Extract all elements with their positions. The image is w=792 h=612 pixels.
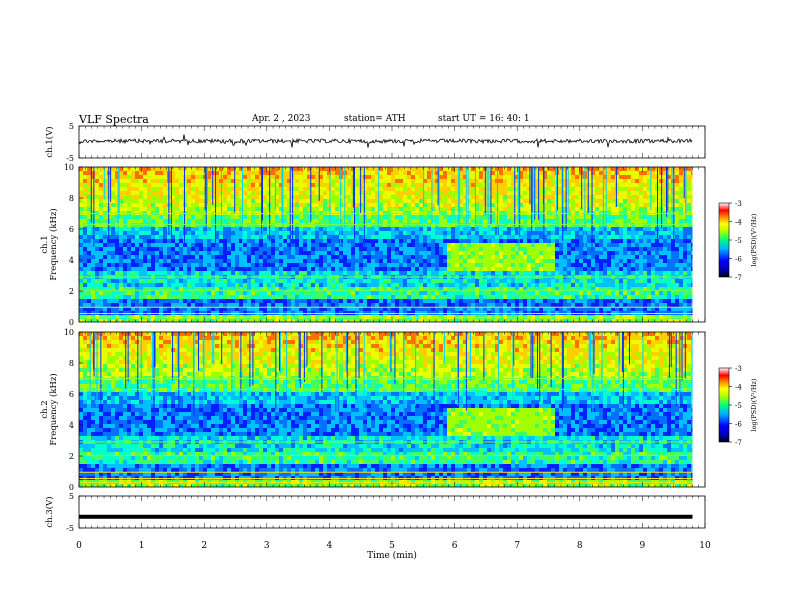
y-tick-label: 10 [64,328,74,337]
colorbar-tick-label: -6 [735,421,742,429]
colorbar [718,367,730,443]
figure-title: VLF Spectra [79,113,149,126]
y-tick-label: 0 [69,318,74,327]
x-axis-label: Time (min) [367,550,417,561]
y-tick-label: 0 [69,483,74,492]
spectrogram-ch2 [79,332,693,487]
x-tick-label: 8 [577,541,583,551]
y-tick-label: 6 [69,390,74,399]
x-tick-label: 6 [452,541,458,551]
colorbar-label: log(PSD)(V²/Hz) [750,213,758,266]
colorbar-tick-label: -5 [735,402,742,410]
colorbar-tick-label: -7 [735,439,742,447]
colorbar-label: log(PSD)(V²/Hz) [750,378,758,431]
x-tick-label: 4 [327,541,333,551]
station-label: station= ATH [344,114,406,124]
y-axis-label: ch.1 [40,235,50,253]
colorbar-tick-label: -4 [735,384,742,392]
x-tick-label: 0 [76,541,82,551]
y-axis-label: ch.1(V) [44,126,55,157]
x-tick-label: 9 [640,541,646,551]
x-tick-label: 3 [264,541,270,551]
x-tick-label: 2 [201,541,207,551]
start-time-label: start UT = 16: 40: 1 [438,114,530,124]
y-tick-label: 2 [69,452,74,461]
x-tick-label: 5 [389,541,395,551]
y-tick-label: 8 [69,359,74,368]
colorbar-tick-label: -6 [735,256,742,264]
y-tick-label: 8 [69,194,74,203]
colorbar [718,202,730,278]
y-axis-label: ch.2 [40,400,50,418]
y-tick-label: 5 [69,122,74,131]
x-tick-label: 1 [139,541,145,551]
colorbar-tick-label: -7 [735,274,742,282]
waveform-ch1 [78,134,693,148]
y-tick-label: 5 [69,492,74,501]
y-tick-label: 6 [69,225,74,234]
y-axis-label: Frequency (kHz) [48,208,59,280]
colorbar-tick-label: -3 [735,200,742,208]
y-axis-label: Frequency (kHz) [48,373,59,445]
x-tick-label: 7 [514,541,520,551]
y-tick-label: -5 [66,524,74,533]
y-tick-label: -5 [66,154,74,163]
y-tick-label: 2 [69,287,74,296]
colorbar-tick-label: -3 [735,365,742,373]
y-tick-label: 10 [64,163,74,172]
x-tick-label: 10 [699,541,711,551]
colorbar-tick-label: -5 [735,237,742,245]
y-axis-label: ch.3(V) [44,496,55,527]
date-label: Apr. 2 , 2023 [252,114,311,124]
colorbar-tick-label: -4 [735,219,742,227]
y-tick-label: 4 [69,256,74,265]
y-tick-label: 4 [69,421,74,430]
